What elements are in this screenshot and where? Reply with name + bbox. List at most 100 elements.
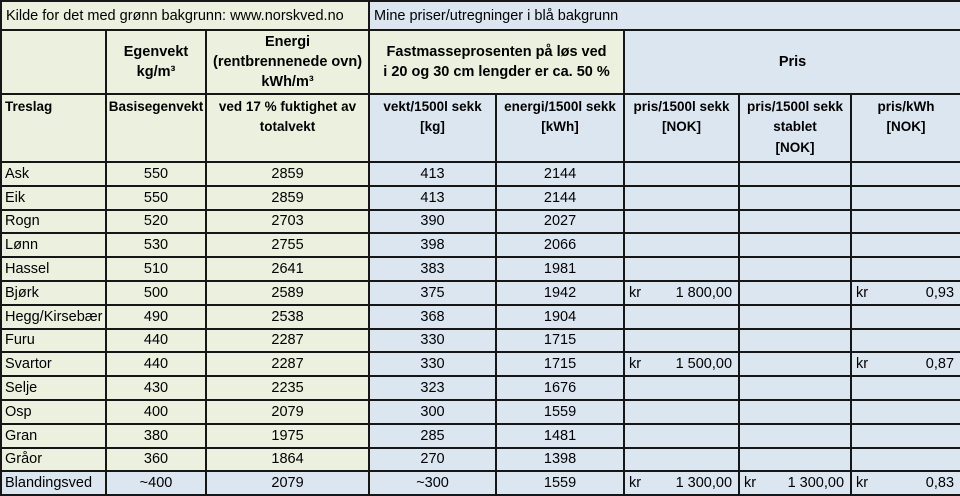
cell-ved17: 2287 [204,327,371,354]
cell-basisegenvekt: 400 [105,398,207,425]
cell-treslag: Furu [0,327,107,354]
cell-pris-kwh [850,446,960,473]
cell-ved17: 2079 [204,398,371,425]
currency-cell: kr 0,83 [853,475,959,491]
cell-pris-stablet [738,351,853,378]
cell-energi-sekk: 1904 [495,303,626,330]
cell-pris-sekk [623,161,741,187]
cell-pris-stablet [738,256,853,282]
cell-vekt-sekk: 413 [368,161,498,187]
table-row: Svartor 440 2287 330 1715 kr 1 500,00 kr… [0,351,960,378]
kr-value: 1 300,00 [675,475,733,492]
cell-pris-sekk [623,375,741,401]
kr-label: kr [629,356,642,373]
cell-ved17: 2859 [204,161,371,187]
table-row: Eik 550 2859 413 2144 [0,184,960,211]
table-row: Gråor 360 1864 270 1398 [0,446,960,473]
cell-ved17: 2287 [204,351,371,378]
currency-cell: kr 0,93 [853,284,959,301]
cell-basisegenvekt: 360 [105,446,207,473]
currency-cell: kr 1 800,00 [626,284,737,301]
cell-basisegenvekt: 500 [105,279,207,306]
cell-pris-stablet [738,327,853,354]
cell-pris-stablet [738,208,853,235]
kr-value: 0,87 [925,356,955,373]
cell-energi-sekk: 1676 [495,375,626,401]
cell-pris-kwh [850,303,960,330]
cell-vekt-sekk: 323 [368,375,498,401]
kr-label: kr [856,284,869,301]
cell-pris-sekk: kr 1 800,00 [623,279,741,306]
cell-energi-sekk: 1559 [495,470,626,496]
cell-pris-sekk: kr 1 300,00 [623,470,741,496]
kr-label: kr [629,284,642,301]
cell-treslag: Eik [0,184,107,211]
cell-pris-sekk [623,398,741,425]
cell-vekt-sekk: ~300 [368,470,498,496]
cell-ved17: 2538 [204,303,371,330]
cell-pris-stablet [738,184,853,211]
cell-pris-kwh: kr 0,83 [850,470,960,496]
cell-pris-sekk [623,232,741,259]
kr-value: 0,93 [925,284,955,301]
cell-pris-sekk [623,256,741,282]
cell-ved17: 2755 [204,232,371,259]
cell-treslag: Hegg/Kirsebær [0,303,107,330]
cell-basisegenvekt: 440 [105,327,207,354]
banner-row: Kilde for det med grønn bakgrunn: www.no… [0,0,960,31]
table-row: Furu 440 2287 330 1715 [0,327,960,354]
cell-ved17: 2703 [204,208,371,235]
colhead-treslag: Treslag [0,93,107,163]
cell-pris-sekk [623,446,741,473]
cell-pris-stablet [738,422,853,449]
cell-pris-kwh: kr 0,87 [850,351,960,378]
kr-label: kr [856,356,869,373]
cell-basisegenvekt: 530 [105,232,207,259]
cell-pris-sekk [623,208,741,235]
cell-energi-sekk: 2144 [495,184,626,211]
cell-treslag: Ask [0,161,107,187]
colhead-pris-stablet: pris/1500l sekk stablet [NOK] [738,93,853,163]
cell-basisegenvekt: ~400 [105,470,207,496]
table-row: Bjørk 500 2589 375 1942 kr 1 800,00 kr 0… [0,279,960,306]
cell-pris-kwh [850,327,960,354]
cell-pris-sekk [623,184,741,211]
cell-pris-kwh: kr 0,93 [850,279,960,306]
cell-treslag: Gråor [0,446,107,473]
cell-pris-kwh [850,161,960,187]
cell-pris-kwh [850,398,960,425]
cell-vekt-sekk: 368 [368,303,498,330]
table-row: Selje 430 2235 323 1676 [0,375,960,401]
table-row: Rogn 520 2703 390 2027 [0,208,960,235]
group-header-row: Egenvekt kg/m³ Energi (rentbrennenede ov… [0,29,960,95]
kr-value: 1 800,00 [675,284,733,301]
cell-pris-sekk [623,327,741,354]
table-body: Ask 550 2859 413 2144 Eik 550 2859 413 [0,161,960,496]
cell-treslag: Hassel [0,256,107,282]
cell-vekt-sekk: 330 [368,327,498,354]
cell-vekt-sekk: 330 [368,351,498,378]
cell-ved17: 2079 [204,470,371,496]
currency-cell: kr 1 500,00 [626,356,737,373]
cell-ved17: 2859 [204,184,371,211]
cell-vekt-sekk: 390 [368,208,498,235]
kr-value: 1 500,00 [675,356,733,373]
cell-vekt-sekk: 300 [368,398,498,425]
kr-value: 1 300,00 [787,475,845,492]
cell-ved17: 2235 [204,375,371,401]
cell-vekt-sekk: 270 [368,446,498,473]
cell-pris-kwh [850,232,960,259]
cell-treslag: Lønn [0,232,107,259]
cell-basisegenvekt: 380 [105,422,207,449]
currency-cell: kr 1 300,00 [741,475,849,492]
table-row: Gran 380 1975 285 1481 [0,422,960,449]
cell-treslag: Rogn [0,208,107,235]
cell-vekt-sekk: 413 [368,184,498,211]
source-note: Kilde for det med grønn bakgrunn: www.no… [0,0,371,31]
cell-ved17: 1975 [204,422,371,449]
header-pris: Pris [623,29,960,95]
table-row: Blandingsved ~400 2079 ~300 1559 kr 1 30… [0,470,960,496]
cell-pris-kwh [850,375,960,401]
table-row: Hegg/Kirsebær 490 2538 368 1904 [0,303,960,330]
cell-treslag: Bjørk [0,279,107,306]
